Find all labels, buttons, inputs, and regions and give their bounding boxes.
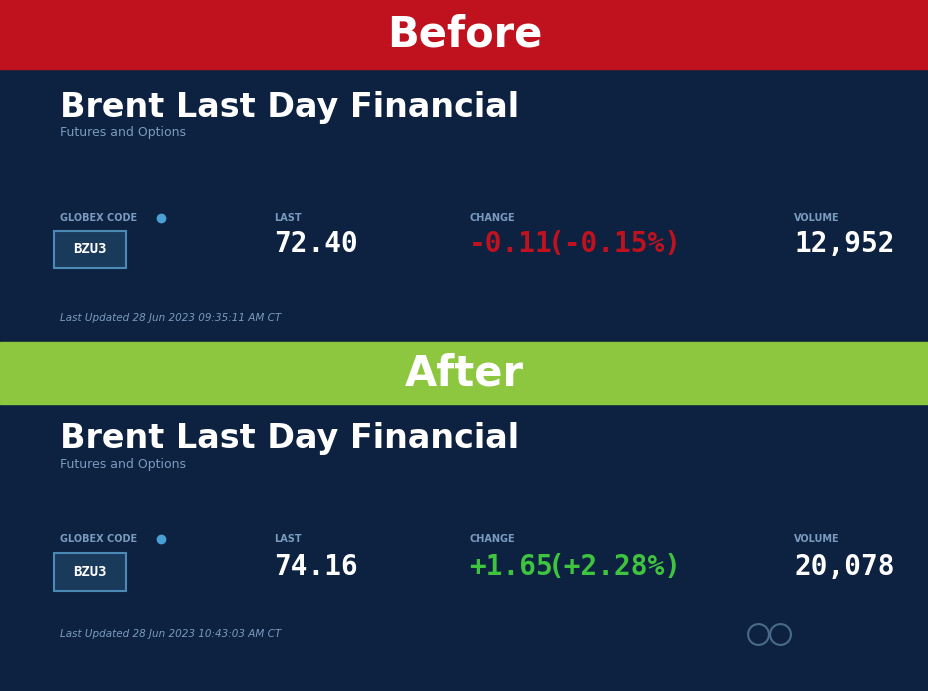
- Text: CHANGE: CHANGE: [469, 213, 514, 223]
- Text: VOLUME: VOLUME: [793, 534, 839, 544]
- FancyBboxPatch shape: [54, 231, 126, 268]
- Text: Brent Last Day Financial: Brent Last Day Financial: [60, 422, 519, 455]
- Text: -0.11: -0.11: [469, 230, 552, 258]
- Text: (-0.15%): (-0.15%): [548, 230, 681, 258]
- Text: Last Updated 28 Jun 2023 09:35:11 AM CT: Last Updated 28 Jun 2023 09:35:11 AM CT: [60, 313, 281, 323]
- Text: CHANGE: CHANGE: [469, 534, 514, 544]
- Text: 74.16: 74.16: [274, 553, 357, 580]
- Text: LAST: LAST: [274, 213, 302, 223]
- Text: 72.40: 72.40: [274, 230, 357, 258]
- Text: VOLUME: VOLUME: [793, 213, 839, 223]
- Text: BZU3: BZU3: [73, 565, 107, 579]
- Text: Futures and Options: Futures and Options: [60, 458, 187, 471]
- Text: 20,078: 20,078: [793, 553, 894, 580]
- FancyBboxPatch shape: [54, 553, 126, 591]
- Bar: [0, 342, 928, 404]
- Text: LAST: LAST: [274, 534, 302, 544]
- Bar: [0, 0, 928, 69]
- Text: Last Updated 28 Jun 2023 10:43:03 AM CT: Last Updated 28 Jun 2023 10:43:03 AM CT: [60, 630, 281, 639]
- Text: (+2.28%): (+2.28%): [548, 553, 681, 580]
- Text: Before: Before: [386, 14, 542, 55]
- Text: +1.65: +1.65: [469, 553, 552, 580]
- Text: BZU3: BZU3: [73, 243, 107, 256]
- Text: 12,952: 12,952: [793, 230, 894, 258]
- Text: Brent Last Day Financial: Brent Last Day Financial: [60, 91, 519, 124]
- Text: GLOBEX CODE: GLOBEX CODE: [60, 213, 137, 223]
- Text: Futures and Options: Futures and Options: [60, 126, 187, 139]
- Text: GLOBEX CODE: GLOBEX CODE: [60, 534, 137, 544]
- Text: After: After: [405, 352, 523, 394]
